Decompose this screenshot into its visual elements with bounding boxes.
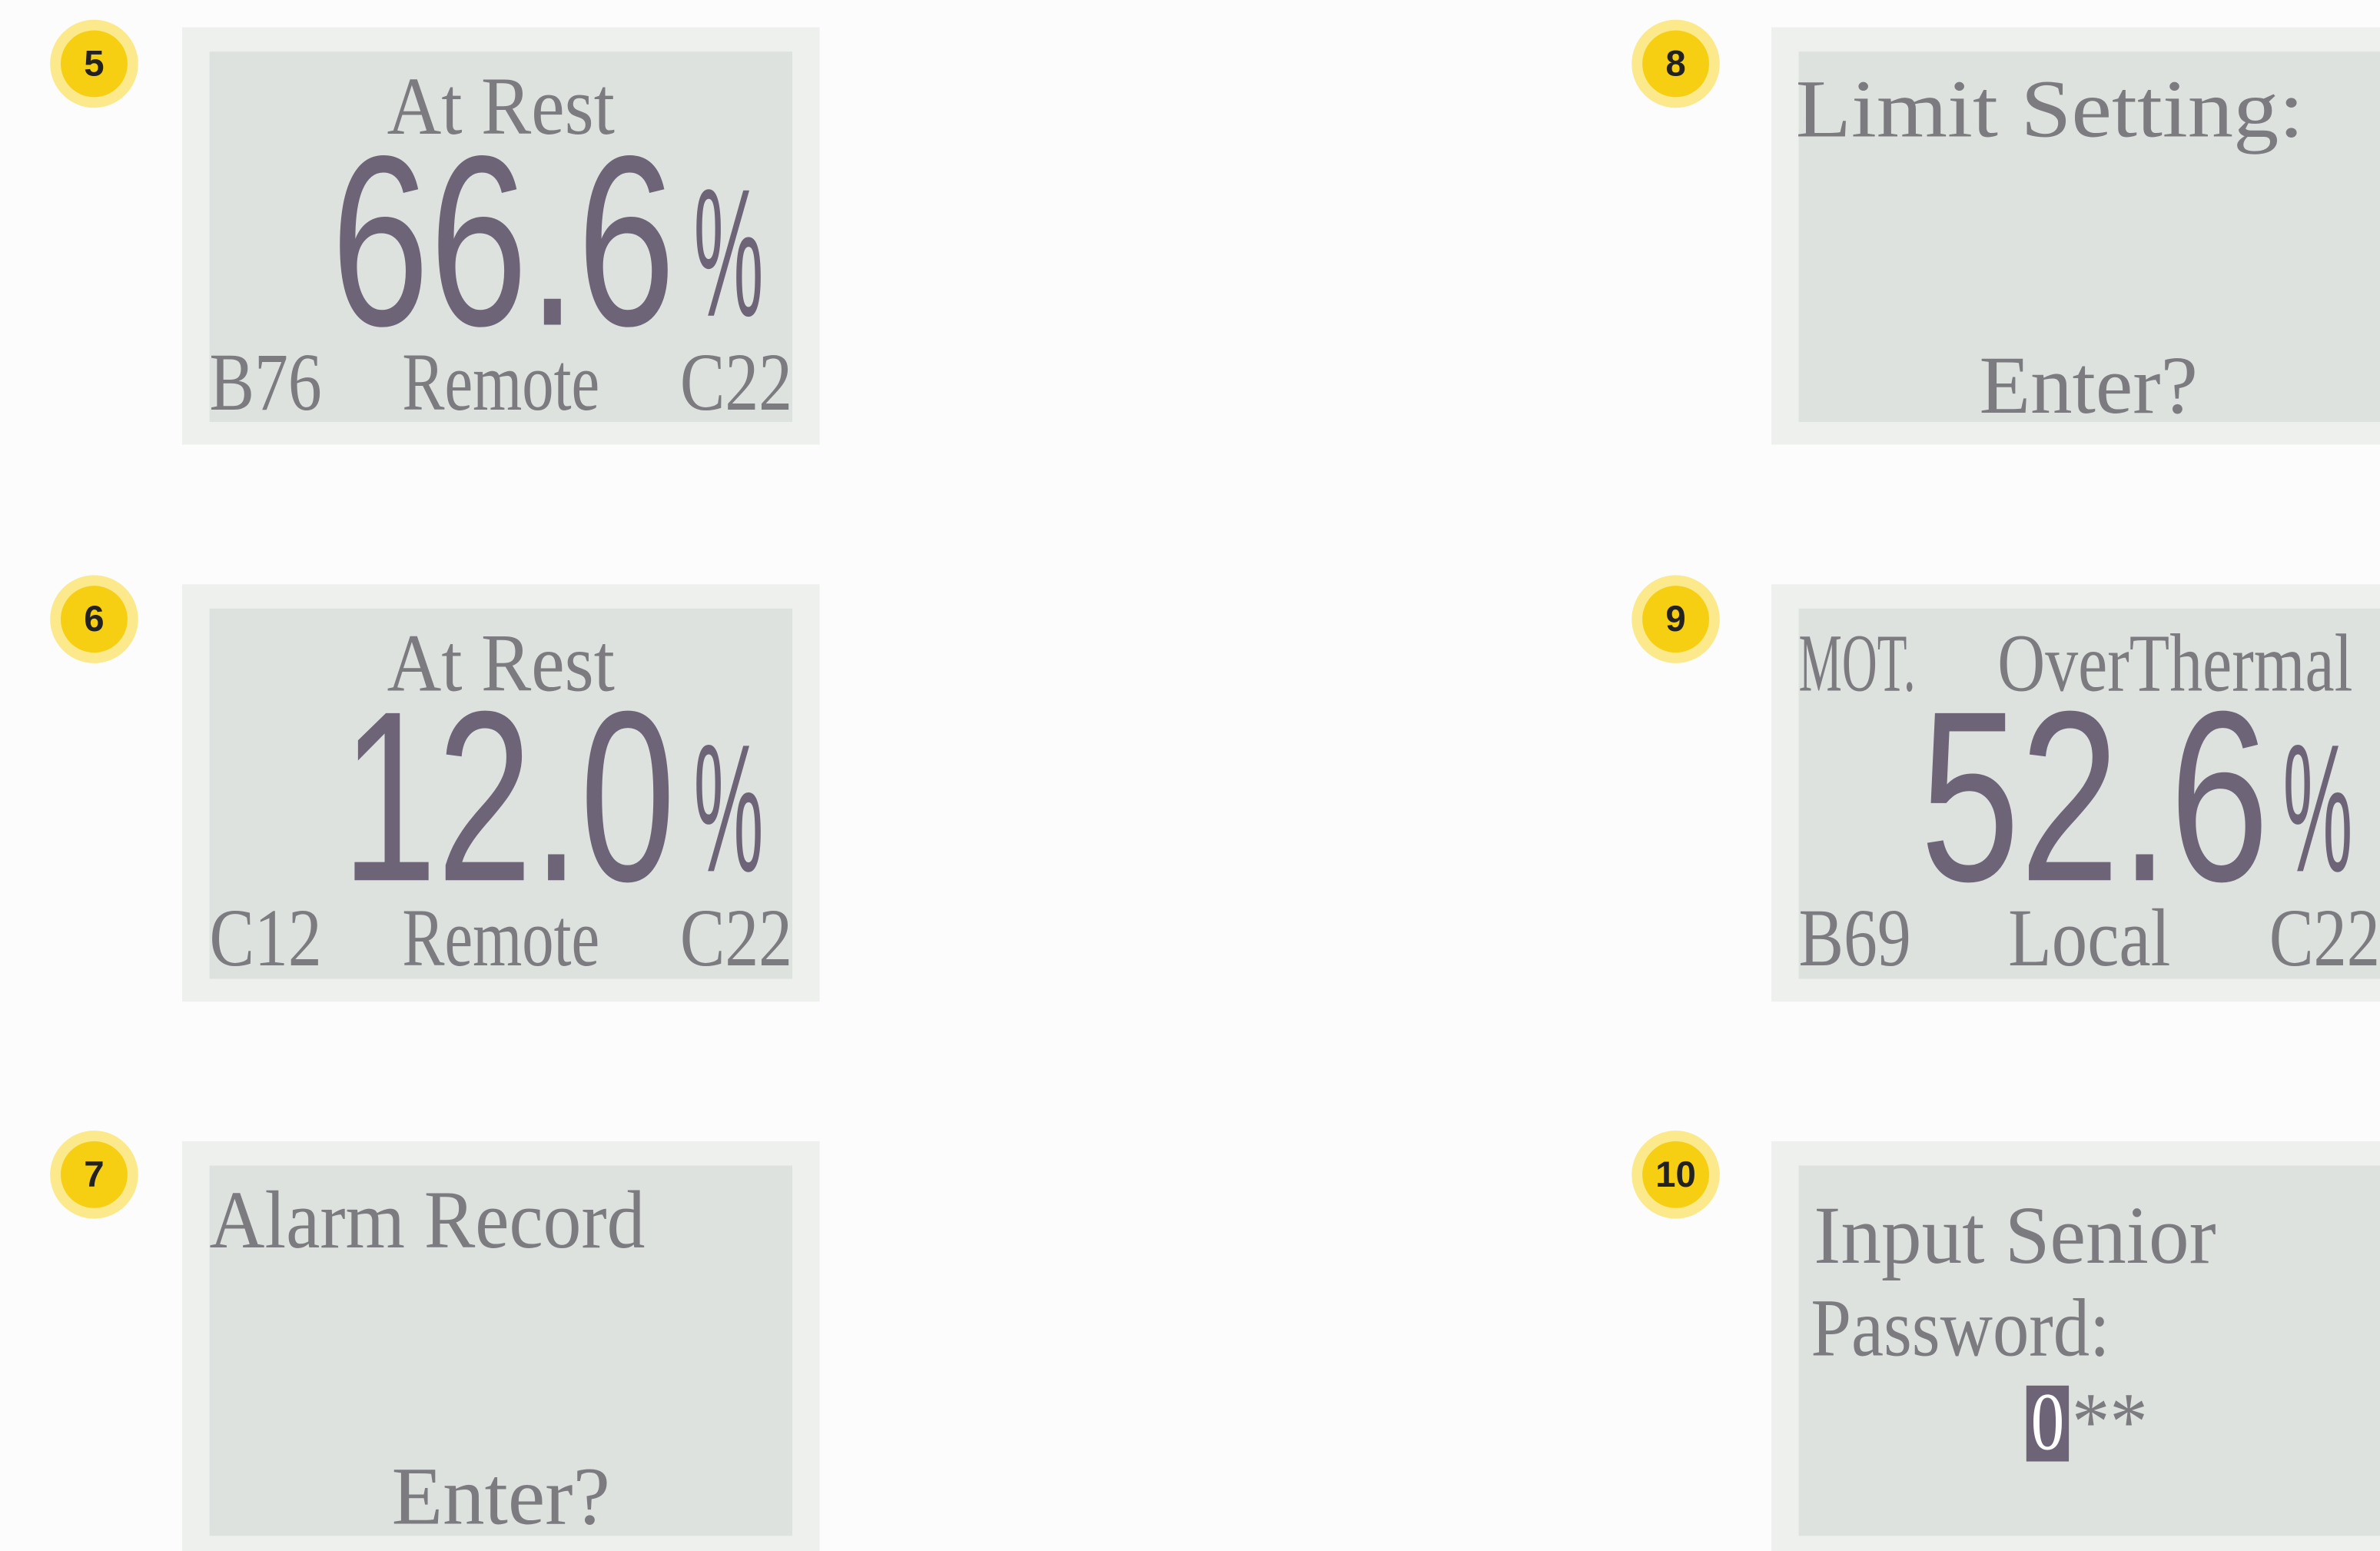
unit: % [2283, 706, 2353, 910]
menu-title: Alarm Record [210, 1175, 646, 1266]
screen-panel: 6 At Rest 12.0 % C12 Remote C22 [50, 575, 820, 1002]
value: 66.6 [331, 105, 675, 377]
status: At Rest [387, 618, 615, 709]
code: C22 [680, 337, 792, 428]
password-digit: 0 [2031, 1377, 2064, 1468]
step-badge: 9 [1665, 599, 1685, 639]
code: B69 [1799, 893, 1911, 984]
screen-panel: 5 At Rest 66.6 % B76 Remote C22 [50, 19, 820, 445]
screen-panel: 7 Alarm Record Enter? [50, 1131, 820, 1551]
step-badge: 7 [84, 1154, 104, 1195]
prompt: Password: [1811, 1283, 2109, 1373]
device: MOT. [1799, 618, 1916, 709]
screen-panel: 9 MOT. OverThermal 52.6 % B69 Local C22 [1631, 575, 2380, 1002]
prompt: Input Senior [1814, 1191, 2216, 1281]
prompt: Enter? [392, 1451, 610, 1542]
code: C22 [680, 893, 792, 984]
screen-panel: 8 Limit Setting: Enter? [1631, 19, 2380, 445]
cursor [2026, 1385, 2070, 1462]
password-mask: ** [2072, 1377, 2148, 1468]
step-badge: 5 [84, 43, 104, 84]
status: At Rest [387, 61, 615, 152]
step-badge: 8 [1665, 43, 1685, 84]
code: C22 [2269, 893, 2380, 984]
code: B76 [210, 337, 322, 428]
unit: % [694, 706, 764, 910]
unit: % [694, 151, 764, 355]
menu-title: Limit Setting: [1796, 65, 2305, 155]
value: 12.0 [341, 660, 675, 932]
code: C12 [210, 893, 322, 984]
screen-panel: 10 Input Senior Password: 0 ** [1631, 1131, 2380, 1551]
status: OverThermal [1997, 618, 2352, 709]
step-badge: 10 [1655, 1154, 1696, 1195]
mode: Local [2008, 893, 2170, 984]
step-badge: 6 [84, 599, 104, 639]
prompt: Enter? [1980, 340, 2198, 431]
mode: Remote [402, 893, 599, 984]
mode: Remote [402, 337, 599, 428]
value: 52.6 [1920, 660, 2269, 932]
